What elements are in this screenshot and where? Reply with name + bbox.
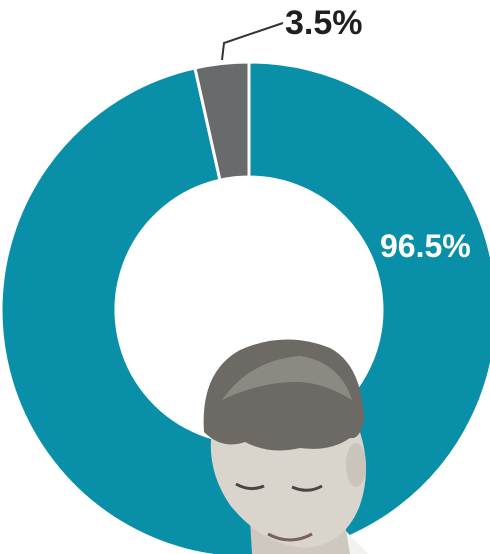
donut-slice-1: [193, 60, 251, 182]
child-eye-left: [235, 482, 265, 491]
child-face: [210, 430, 366, 548]
child-photo: [203, 339, 368, 554]
child-ear: [346, 443, 366, 487]
slice-label-small: 3.5%: [285, 4, 363, 42]
child-eye-right: [291, 484, 323, 492]
child-mouth: [267, 532, 313, 542]
child-hair-highlight: [222, 356, 352, 400]
slice-label-large: 96.5%: [380, 228, 471, 264]
slice-label-leader-line: [221, 22, 284, 61]
